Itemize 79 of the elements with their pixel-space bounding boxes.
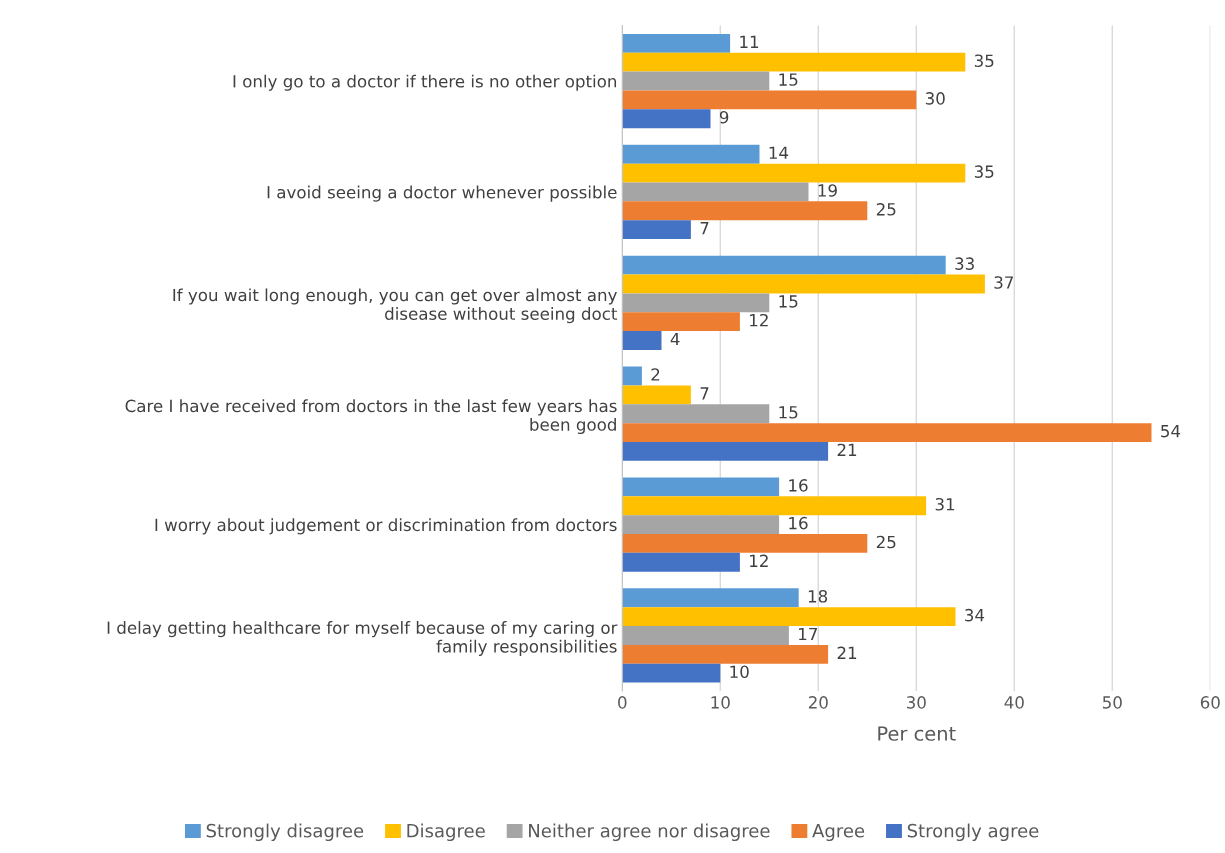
bar: [622, 201, 868, 221]
x-tick-label: 50: [1102, 696, 1122, 709]
legend-label: Agree: [812, 824, 865, 842]
data-label: 17: [799, 627, 818, 641]
data-label: 10: [730, 665, 749, 679]
bar: [622, 90, 917, 110]
legend-label: Neither agree nor disagree: [529, 823, 770, 842]
bar: [622, 33, 731, 53]
data-label: 30: [925, 92, 945, 105]
bar: [622, 515, 780, 535]
bar: [622, 293, 770, 313]
data-label: 4: [670, 332, 680, 346]
data-label: 54: [1161, 425, 1181, 438]
bar: [622, 534, 868, 553]
x-tick-label: 20: [808, 696, 828, 709]
bar: [622, 109, 711, 129]
data-label: 7: [700, 222, 709, 235]
bar: [622, 404, 770, 424]
bar: [622, 255, 946, 275]
data-label: 34: [965, 608, 985, 622]
x-tick-label: 40: [1004, 696, 1024, 709]
bar: [622, 552, 740, 572]
data-label: 2: [651, 368, 660, 381]
y-tick-label: Care I have received from doctors in the last few years has been good: [125, 399, 617, 435]
bar: [622, 182, 809, 202]
x-tick-label: 10: [711, 696, 730, 709]
legend-label: Disagree: [407, 823, 485, 842]
data-label: 12: [750, 554, 768, 567]
bar: [622, 644, 829, 664]
x-tick-label: 30: [906, 696, 926, 709]
data-label: 21: [837, 646, 857, 659]
bar: [622, 663, 721, 683]
bar: [622, 163, 966, 183]
x-axis-title: Per cent: [878, 726, 956, 741]
bar: [622, 626, 789, 645]
bar: [622, 312, 740, 332]
data-label: 11: [740, 35, 759, 48]
bar: [622, 52, 966, 72]
data-label: 14: [769, 146, 789, 159]
bar: [622, 220, 691, 240]
data-label: 25: [876, 203, 896, 216]
data-label: 16: [789, 479, 808, 492]
data-label: 15: [779, 295, 798, 308]
data-label: 25: [876, 535, 896, 549]
data-label: 18: [808, 590, 828, 603]
data-label: 15: [779, 406, 798, 419]
data-label: 33: [955, 257, 974, 270]
data-label: 19: [818, 184, 837, 197]
data-label: 35: [974, 54, 994, 68]
legend-label: Strongly disagree: [206, 823, 364, 842]
data-label: 21: [837, 443, 857, 457]
data-label: 12: [750, 313, 768, 327]
legend-label: Strongly agree: [907, 823, 1039, 842]
y-tick-label: I only go to a doctor if there is no other option: [233, 74, 617, 91]
x-tick-label: 0: [618, 696, 627, 709]
y-tick-label: I avoid seeing a doctor whenever possible: [267, 185, 617, 202]
x-tick-label: 60: [1200, 696, 1220, 709]
data-label: 31: [935, 497, 955, 511]
data-label: 15: [779, 73, 798, 86]
data-label: 16: [789, 516, 808, 530]
bar: [622, 366, 642, 386]
y-tick-label: I worry about judgement or discrimination from doctors: [155, 518, 617, 535]
bar: [622, 496, 927, 516]
y-tick-label: If you wait long enough, you can get over almost any disease without seeing doct: [173, 288, 618, 324]
bar: [622, 71, 770, 91]
y-tick-label: I delay getting healthcare for myself because of my caring or family responsibilities: [107, 621, 618, 656]
bar: [622, 441, 829, 461]
data-label: 35: [974, 165, 994, 178]
bar: [622, 477, 780, 497]
bar: [622, 385, 691, 405]
data-label: 37: [994, 276, 1014, 289]
data-label: 9: [719, 110, 729, 124]
bar: [622, 423, 1152, 442]
bar: [622, 144, 760, 164]
bar: [622, 607, 956, 627]
bar: [622, 331, 662, 350]
bar: [622, 588, 799, 608]
bar: [622, 274, 985, 294]
data-label: 7: [700, 387, 709, 400]
